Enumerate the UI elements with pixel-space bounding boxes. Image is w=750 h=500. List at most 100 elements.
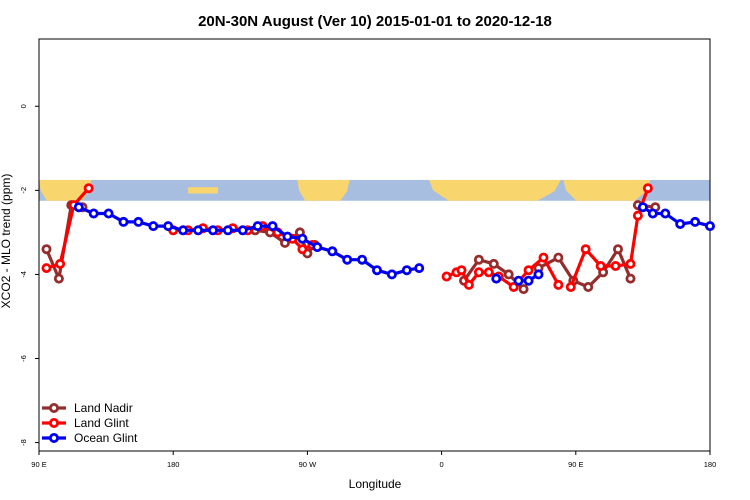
data-point <box>118 216 129 227</box>
x-tick-label: 180 <box>167 460 180 469</box>
data-point <box>357 254 368 265</box>
map-land-hawaii <box>188 187 218 194</box>
y-axis-label: XCO2 - MLO trend (ppm) <box>0 174 13 309</box>
legend-marker <box>49 402 60 413</box>
data-point <box>401 265 412 276</box>
data-point <box>163 221 174 232</box>
series-line <box>46 187 90 270</box>
legend-label: Land Nadir <box>74 401 133 415</box>
legend-marker <box>49 417 60 428</box>
data-point <box>371 265 382 276</box>
data-point <box>705 221 716 232</box>
x-tick-label: 90 E <box>31 460 46 469</box>
data-point <box>580 244 591 255</box>
world-map-band <box>39 179 710 201</box>
data-point <box>297 244 308 255</box>
y-tick-label: -2 <box>19 187 28 194</box>
data-point <box>491 273 502 284</box>
data-point <box>533 269 544 280</box>
data-point <box>83 183 94 194</box>
data-point <box>632 210 643 221</box>
data-point <box>133 216 144 227</box>
x-tick-label: 180 <box>704 460 717 469</box>
data-point <box>342 254 353 265</box>
data-point <box>41 244 52 255</box>
data-point <box>252 221 263 232</box>
data-point <box>610 260 621 271</box>
data-point <box>73 202 84 213</box>
series-line <box>78 205 420 276</box>
y-tick-label: 0 <box>19 104 28 108</box>
data-point <box>103 208 114 219</box>
data-point <box>637 202 648 213</box>
legend-item: Land Nadir <box>42 401 133 415</box>
data-point <box>595 260 606 271</box>
data-point <box>193 225 204 236</box>
data-point <box>282 231 293 242</box>
chart-title: 20N-30N August (Ver 10) 2015-01-01 to 20… <box>198 13 552 30</box>
data-point <box>463 279 474 290</box>
legend-label: Ocean Glint <box>74 431 138 445</box>
data-point <box>207 225 218 236</box>
data-point <box>327 246 338 257</box>
y-tick-label: -8 <box>19 439 28 446</box>
data-point <box>55 258 66 269</box>
x-tick-label: 0 <box>440 460 444 469</box>
data-point <box>41 263 52 274</box>
data-point <box>473 267 484 278</box>
data-point <box>222 225 233 236</box>
data-point <box>538 252 549 263</box>
legend-item: Ocean Glint <box>42 431 138 445</box>
data-point <box>386 269 397 280</box>
map-land-north-america <box>297 179 350 201</box>
data-point <box>690 216 701 227</box>
y-tick-label: -6 <box>19 355 28 362</box>
data-point <box>675 218 686 229</box>
legend-label: Land Glint <box>74 416 129 430</box>
data-point <box>473 254 484 265</box>
legend-marker <box>49 432 60 443</box>
data-point <box>565 281 576 292</box>
data-point <box>553 252 564 263</box>
series-land-nadir <box>41 200 661 295</box>
data-point <box>523 265 534 276</box>
data-point <box>237 225 248 236</box>
plot-frame <box>38 38 711 452</box>
map-land-asia <box>39 179 92 201</box>
data-point <box>647 208 658 219</box>
data-point <box>503 269 514 280</box>
data-point <box>508 281 519 292</box>
data-point <box>53 273 64 284</box>
data-point <box>513 275 524 286</box>
data-point <box>267 221 278 232</box>
data-point <box>312 242 323 253</box>
data-point <box>553 279 564 290</box>
y-tick-label: -4 <box>19 271 28 278</box>
x-tick-label: 90 E <box>568 460 583 469</box>
data-point <box>456 265 467 276</box>
map-land-africa <box>429 179 561 201</box>
data-point <box>583 281 594 292</box>
data-point <box>613 244 624 255</box>
x-tick-label: 90 W <box>299 460 317 469</box>
data-point <box>414 263 425 274</box>
legend-item: Land Glint <box>42 416 129 430</box>
data-point <box>660 208 671 219</box>
data-point <box>178 225 189 236</box>
x-axis-label: Longitude <box>349 477 402 491</box>
data-point <box>642 183 653 194</box>
series-ocean-glint <box>73 202 716 286</box>
data-point <box>625 258 636 269</box>
data-point <box>483 267 494 278</box>
data-point <box>488 258 499 269</box>
data-point <box>88 208 99 219</box>
map-land-arabia-india <box>563 179 651 201</box>
data-point <box>297 233 308 244</box>
data-point <box>518 284 529 295</box>
data-point <box>148 221 159 232</box>
data-point <box>625 273 636 284</box>
data-point <box>441 271 452 282</box>
data-point <box>523 275 534 286</box>
